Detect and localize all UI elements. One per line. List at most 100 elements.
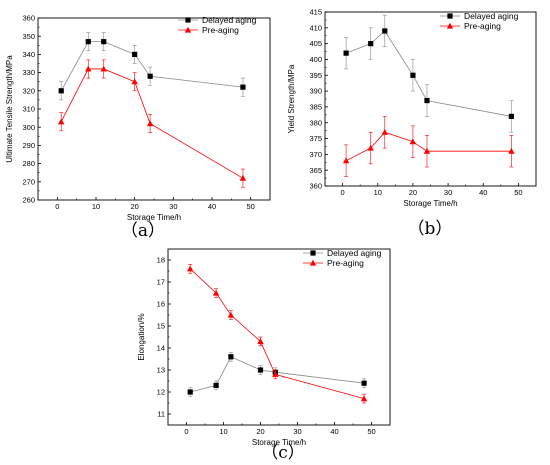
legend-marker (447, 13, 453, 19)
data-point-delayed-aging (228, 354, 234, 360)
data-point-delayed-aging (257, 367, 264, 373)
series-line-a-pre-aging (60, 68, 244, 179)
x-axis-title-b: Storage Time/h (403, 199, 457, 208)
plot-frame-c (167, 248, 391, 426)
data-point-delayed-aging (508, 113, 514, 119)
series-line-b-pre-aging (345, 131, 512, 162)
chart-panel-b: （b） 0 10 20 30 40 50 360 365 370 375 380 385 390 395 4… (287, 8, 537, 239)
plot-frame-b (324, 11, 537, 187)
y-tick-label: 380 (309, 118, 322, 127)
y-tick-label: 12 (157, 388, 165, 397)
panel-label-c: （c） (261, 443, 305, 463)
data-point-pre-aging (58, 118, 65, 125)
data-point-pre-aging (85, 65, 92, 72)
data-point-delayed-aging (213, 382, 219, 388)
data-point-delayed-aging (343, 50, 349, 56)
legend-marker (184, 26, 192, 33)
data-point-delayed-aging (368, 41, 374, 47)
data-point-delayed-aging (85, 39, 91, 45)
legend-entry-pre-aging: Pre-aging (202, 25, 239, 35)
data-point-pre-aging (239, 174, 247, 181)
y-tick-label: 340 (22, 50, 35, 59)
legend-entry-delayed-aging: Delayed aging (327, 248, 382, 258)
data-point-pre-aging (342, 157, 350, 164)
legend-entry-pre-aging: Pre-aging (464, 21, 501, 31)
data-point-pre-aging (409, 138, 417, 145)
y-tick-label: 415 (309, 8, 322, 17)
x-tick-label: 0 (340, 188, 344, 197)
x-tick-label: 0 (55, 202, 59, 211)
y-tick-label: 385 (309, 103, 322, 112)
data-point-pre-aging (508, 147, 515, 154)
x-tick-label: 30 (169, 202, 177, 211)
x-axis-title-c: Storage Time/h (252, 438, 306, 447)
data-point-pre-aging (187, 265, 194, 272)
data-point-pre-aging (257, 338, 264, 344)
y-tick-label: 260 (22, 196, 35, 205)
y-tick-label: 18 (157, 256, 165, 265)
y-tick-label: 14 (157, 344, 165, 353)
x-tick-label: 20 (409, 188, 417, 197)
data-point-pre-aging (367, 144, 374, 151)
x-tick-label: 50 (514, 188, 522, 197)
data-point-pre-aging (227, 311, 235, 318)
y-tick-label: 17 (157, 278, 165, 287)
x-tick-label: 10 (92, 202, 100, 211)
x-tick-label: 50 (246, 202, 254, 211)
chart-panel-a: （a） 0 10 20 30 40 50 260 270 280 290 300 310 320 330 3… (5, 14, 271, 241)
y-tick-label: 280 (22, 159, 35, 168)
legend-marker (310, 250, 316, 256)
x-tick-label: 20 (256, 427, 264, 436)
legend-marker (446, 22, 454, 29)
data-point-delayed-aging (424, 97, 430, 104)
data-point-delayed-aging (147, 73, 153, 79)
x-tick-label: 0 (184, 427, 188, 436)
x-tick-label: 40 (330, 427, 338, 436)
x-tick-label: 10 (219, 427, 227, 436)
legend-entry-delayed-aging: Delayed aging (202, 15, 257, 25)
y-tick-label: 330 (22, 68, 35, 77)
data-point-pre-aging (360, 395, 368, 402)
x-axis-title-a: Storage Time/h (127, 213, 181, 222)
data-point-pre-aging (146, 120, 154, 127)
y-tick-label: 270 (22, 177, 35, 186)
data-point-delayed-aging (410, 72, 416, 78)
y-tick-label: 350 (22, 32, 35, 41)
data-point-delayed-aging (187, 389, 193, 395)
panel-label-a: （a） (121, 221, 165, 241)
y-tick-label: 410 (309, 23, 322, 32)
series-line-c-delayed-aging (190, 356, 365, 393)
data-point-delayed-aging (240, 84, 246, 90)
y-tick-label: 290 (22, 141, 35, 150)
y-tick-label: 400 (309, 55, 322, 64)
y-tick-label: 360 (22, 14, 35, 23)
y-tick-label: 13 (157, 366, 165, 375)
data-point-delayed-aging (361, 380, 367, 386)
legend-entry-delayed-aging: Delayed aging (464, 11, 519, 21)
data-point-delayed-aging (58, 88, 64, 94)
data-point-pre-aging (131, 78, 138, 85)
x-tick-label: 10 (374, 188, 382, 197)
panel-label-b: （b） (408, 219, 453, 239)
data-point-pre-aging (381, 128, 388, 135)
x-tick-label: 40 (208, 202, 216, 211)
y-tick-label: 320 (22, 86, 35, 95)
y-axis-title-b: Yield Strength/MPa (287, 64, 296, 133)
data-point-pre-aging (272, 371, 279, 377)
chart-panel-c: （c） 0 10 20 30 40 50 11 12 13 14 15 16 17 18 Storage T… (137, 248, 391, 463)
data-point-delayed-aging (132, 51, 138, 57)
data-point-pre-aging (212, 289, 220, 296)
y-tick-label: 310 (22, 105, 35, 114)
legend-entry-pre-aging: Pre-aging (327, 258, 364, 268)
y-tick-label: 405 (309, 39, 322, 48)
series-line-a-delayed-aging (60, 41, 243, 91)
y-tick-label: 370 (309, 150, 322, 159)
y-axis-title-c: Elongation/% (137, 313, 146, 360)
y-axis-title-a: Ultimate Tensile Strength/MPa (5, 55, 14, 163)
legend-marker (309, 259, 317, 266)
data-point-delayed-aging (382, 28, 388, 34)
legend-marker (185, 17, 191, 23)
y-tick-label: 390 (309, 87, 322, 96)
data-point-delayed-aging (101, 39, 107, 45)
